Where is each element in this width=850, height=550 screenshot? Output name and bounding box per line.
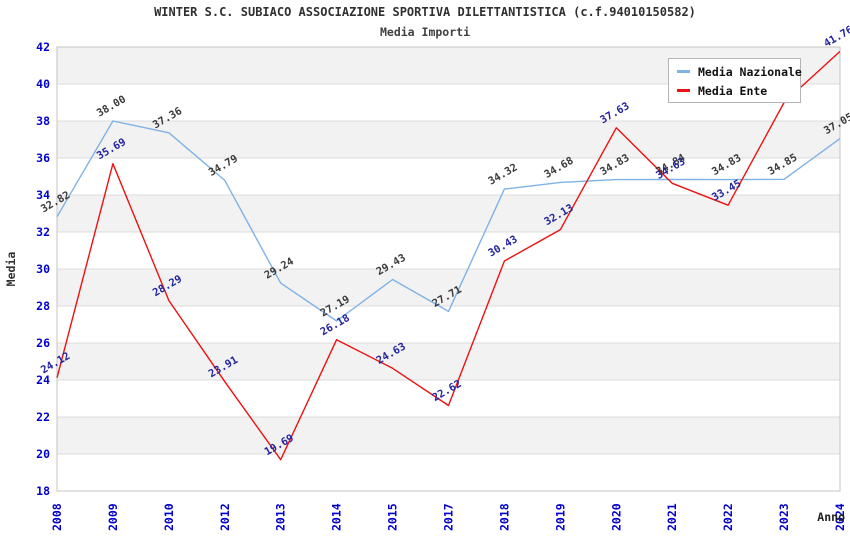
x-tick-label: 2009 (106, 503, 120, 531)
x-axis-title: Anno (817, 510, 845, 524)
x-tick-label: 2015 (386, 503, 400, 531)
y-tick-label: 18 (36, 484, 50, 498)
y-tick-label: 40 (36, 77, 50, 91)
x-tick-label: 2022 (721, 503, 735, 531)
x-tick-label: 2019 (553, 503, 567, 531)
chart-title: WINTER S.C. SUBIACO ASSOCIAZIONE SPORTIV… (154, 5, 696, 19)
legend-item-media-nazionale: Media Nazionale (677, 62, 802, 81)
x-tick-label: 2013 (274, 503, 288, 531)
x-tick-label: 2010 (162, 503, 176, 531)
series-line-media-ente (56, 50, 841, 461)
x-tick-label: 2017 (442, 503, 456, 531)
y-tick-label: 42 (36, 40, 50, 54)
x-tick-label: 2023 (777, 503, 791, 531)
y-tick-label: 32 (36, 225, 50, 239)
data-label: 34.32 (486, 161, 519, 187)
data-label: 22.62 (430, 378, 463, 404)
data-label: 41.76 (822, 24, 850, 50)
x-tick-label: 2008 (50, 503, 64, 531)
legend-label-media-ente: Media Ente (698, 83, 768, 98)
plot-band (57, 417, 840, 454)
y-tick-label: 26 (36, 336, 50, 350)
x-tick-label: 2024 (833, 503, 847, 531)
plot-band (57, 343, 840, 380)
y-tick-label: 38 (36, 114, 50, 128)
series-line-media-nazionale (56, 120, 841, 322)
x-tick-label: 2018 (497, 503, 511, 531)
x-tick-label: 2020 (609, 503, 623, 531)
y-tick-label: 28 (36, 299, 50, 313)
y-tick-label: 24 (36, 373, 50, 387)
x-tick-label: 2012 (218, 503, 232, 531)
legend-label-media-nazionale: Media Nazionale (698, 64, 802, 79)
media-nazionale-line-swatch (677, 70, 690, 73)
y-tick-label: 22 (36, 410, 50, 424)
chart-subtitle: Media Importi (379, 25, 470, 39)
y-tick-label: 34 (36, 188, 50, 202)
plot-band (57, 269, 840, 306)
legend-item-media-ente: Media Ente (677, 81, 800, 100)
y-axis-title: Media (4, 252, 18, 287)
x-tick-label: 2014 (330, 503, 344, 531)
plot-band (57, 195, 840, 232)
y-tick-label: 36 (36, 151, 50, 165)
media-ente-line-swatch (677, 89, 690, 92)
data-label: 34.68 (542, 155, 575, 181)
plot-band (57, 121, 840, 158)
y-tick-label: 20 (36, 447, 50, 461)
legend: Media Nazionale Media Ente (668, 58, 802, 103)
plot-frame (56, 46, 841, 492)
y-tick-label: 30 (36, 262, 50, 276)
x-tick-label: 2021 (665, 503, 679, 531)
data-label: 38.00 (95, 93, 128, 119)
